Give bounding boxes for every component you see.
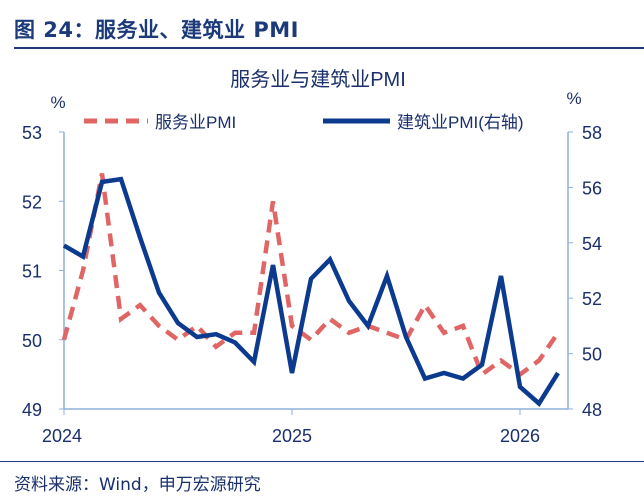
right-tick-label: 56 xyxy=(582,178,602,198)
right-axis-unit: % xyxy=(566,89,581,108)
x-tick-label: 2026 xyxy=(500,426,540,446)
left-tick-label: 49 xyxy=(22,400,42,420)
x-tick-label: 2025 xyxy=(272,426,312,446)
source-note: 资料来源：Wind，申万宏源研究 xyxy=(14,475,261,495)
legend: 服务业PMI 建筑业PMI(右轴) xyxy=(84,113,524,132)
right-tick-label: 50 xyxy=(582,345,602,365)
right-tick-label: 52 xyxy=(582,289,602,309)
left-tick-label: 50 xyxy=(22,331,42,351)
figure-title: 图 24：服务业、建筑业 PMI xyxy=(14,18,299,42)
legend-construction-label: 建筑业PMI(右轴) xyxy=(397,113,524,132)
services-pmi-line xyxy=(61,173,560,378)
left-tick-label: 52 xyxy=(22,192,42,212)
left-axis-unit: % xyxy=(50,93,65,112)
right-tick-label: 54 xyxy=(582,234,602,254)
construction-pmi-line xyxy=(62,176,560,407)
right-tick-label: 48 xyxy=(582,400,602,420)
chart-title: 服务业与建筑业PMI xyxy=(230,68,406,91)
title-rule xyxy=(14,47,644,49)
footer-rule xyxy=(0,461,644,462)
left-tick-label: 53 xyxy=(22,123,42,143)
x-tick-label: 2024 xyxy=(42,426,82,446)
left-tick-label: 51 xyxy=(22,262,42,282)
legend-services-label: 服务业PMI xyxy=(155,113,236,132)
right-tick-label: 58 xyxy=(582,123,602,143)
